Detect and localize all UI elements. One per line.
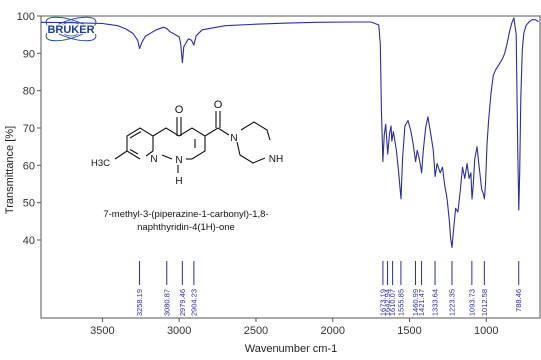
- x-tick-label: 2500: [244, 325, 268, 337]
- compound-name-line-1: 7-methyl-3-(piperazine-1-carbonyl)-1,8-: [103, 209, 268, 220]
- left-ring-bonds: [126, 127, 154, 160]
- piperazine-bonds: [240, 121, 271, 141]
- right-ring-bonds: [152, 127, 206, 160]
- molecule-atom-labels: O O N N H N NH H3C 7-methyl-3-(piperazin…: [91, 99, 283, 233]
- peak-label: 1642.94: [383, 289, 392, 316]
- peak-label: 1012.58: [480, 289, 489, 316]
- peak-label: 2979.46: [178, 289, 187, 316]
- peak-label: 1223.35: [448, 289, 457, 316]
- left-ring-double-1: [129, 131, 142, 139]
- peak-label: 788.46: [514, 289, 523, 312]
- plot-frame: [40, 15, 541, 319]
- y-tick-label: 50: [23, 198, 35, 210]
- piperazine-n-label: N: [230, 133, 237, 144]
- peak-label: 1333.64: [431, 289, 440, 316]
- x-tick-label: 3500: [90, 325, 114, 337]
- methyl-bond: [114, 150, 128, 160]
- peak-label: 1610.07: [388, 289, 397, 316]
- peak-label: 3258.19: [135, 289, 144, 316]
- methyl-label: H3C: [91, 158, 110, 169]
- amide-bond: [204, 127, 219, 137]
- n1-label: N: [175, 155, 182, 166]
- logo-ring-1: [45, 16, 97, 42]
- peak-label: 3080.87: [162, 289, 171, 316]
- y-axis-title: Transmittance [%]: [4, 126, 16, 214]
- y-tick-label: 100: [17, 11, 35, 23]
- left-ring-n-bond: [145, 150, 154, 157]
- molecule-structure: [114, 111, 271, 173]
- y-tick-label: 80: [23, 86, 35, 98]
- peak-label: 1093.73: [467, 289, 476, 316]
- compound-name-line-2: naphthyridin-4(1H)-one: [137, 222, 235, 233]
- x-tick-label: 1000: [474, 325, 498, 337]
- peak-markers: 3258.19 3080.87 2979.46 2904.23 1673.191642.…: [135, 261, 523, 316]
- y-tick-label: 90: [23, 48, 35, 60]
- y-axis-ticks: 40 50 60 70 80 90 100: [17, 11, 41, 247]
- x-tick-label: 1500: [397, 325, 421, 337]
- piperazine-bonds-2: [236, 141, 266, 164]
- logo-ring-2: [45, 16, 97, 42]
- n8-label: N: [150, 154, 157, 165]
- peak-label: 1421.47: [417, 289, 426, 316]
- right-ring-n-bond-a: [161, 154, 173, 160]
- y-tick-label: 40: [23, 235, 35, 247]
- nh-hydrogen-label: H: [175, 176, 182, 187]
- x-axis-title: Wavenumber cm-1: [245, 343, 338, 355]
- oxo-oxygen-label: O: [175, 104, 184, 116]
- amide-cn: [217, 127, 230, 136]
- left-ring-double-2: [129, 149, 139, 155]
- x-tick-label: 3000: [167, 325, 191, 337]
- peak-label: 1460.99: [411, 289, 420, 316]
- bruker-logo: BRUKER: [45, 16, 97, 42]
- x-tick-label: 2000: [320, 325, 344, 337]
- logo-ring-3: [60, 21, 82, 37]
- peak-label: 1673.19: [378, 289, 387, 316]
- logo-text: BRUKER: [47, 24, 94, 36]
- x-axis-ticks: 3500 3000 2500 2000 1500 1000: [90, 318, 499, 337]
- carbonyl-oxygen-label: O: [214, 99, 223, 111]
- piperazine-nh-label: NH: [269, 154, 283, 165]
- y-tick-label: 60: [23, 160, 35, 172]
- y-tick-label: 70: [23, 123, 35, 135]
- peak-label: 2904.23: [189, 289, 198, 316]
- spectrum-series-line: [40, 17, 539, 249]
- peak-label: 1555.85: [396, 289, 405, 316]
